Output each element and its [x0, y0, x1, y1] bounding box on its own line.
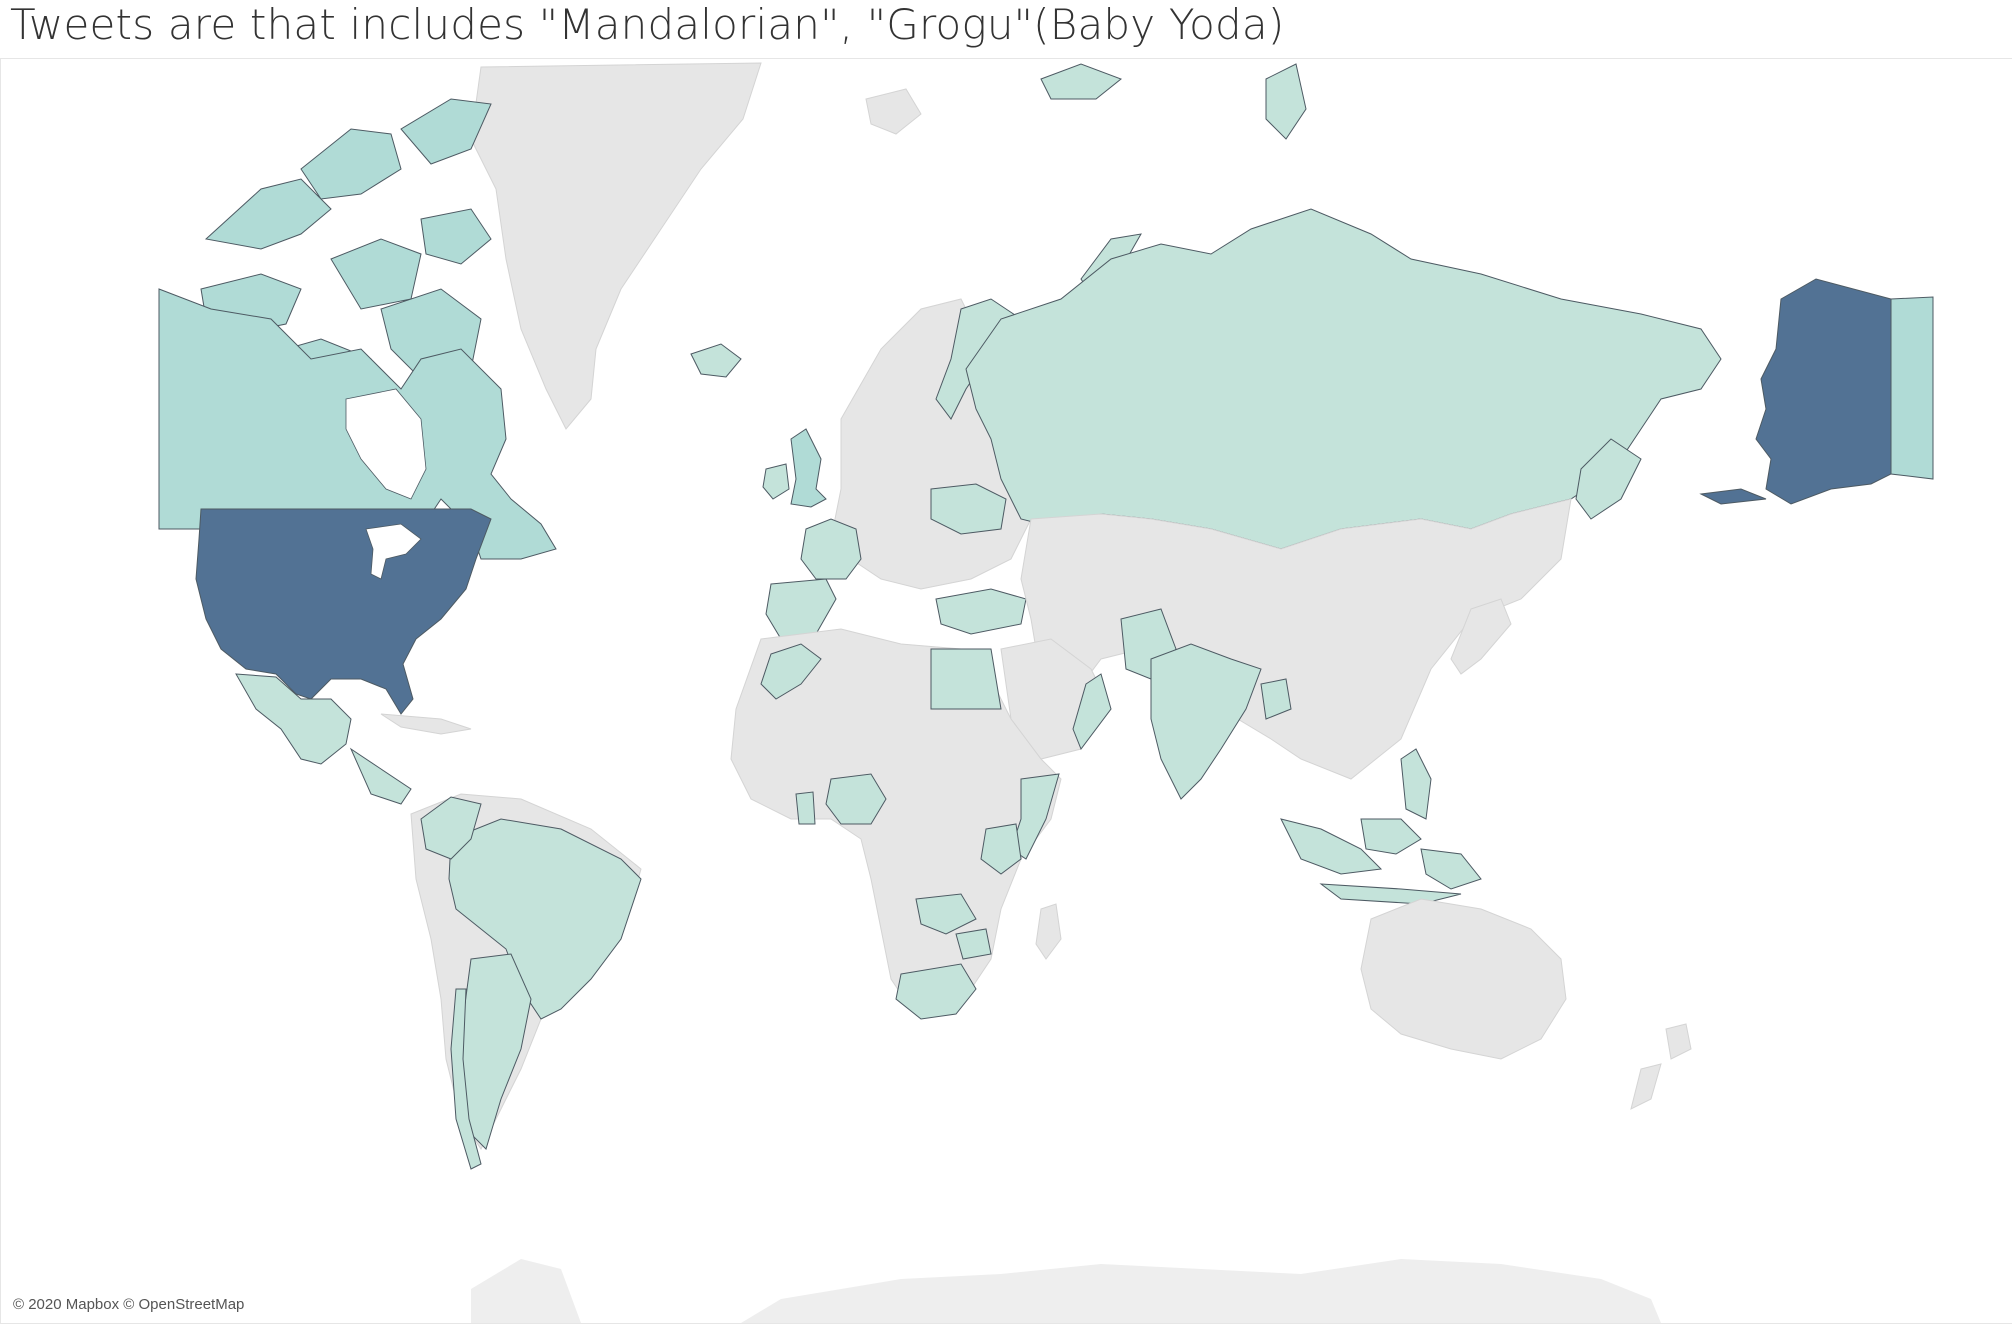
kenya-region[interactable] [980, 823, 1022, 875]
nigeria-region[interactable] [825, 773, 887, 825]
canada-east-edge[interactable] [1890, 296, 1934, 480]
japan-nodata[interactable] [1450, 598, 1512, 675]
world-map[interactable] [1, 59, 2012, 1323]
map-attribution[interactable]: © 2020 Mapbox © OpenStreetMap [13, 1296, 245, 1313]
iceland-region[interactable] [690, 343, 742, 378]
antarctica-region[interactable] [471, 1259, 1661, 1323]
brazil-region[interactable] [448, 818, 642, 1020]
new-zealand-nodata[interactable] [1630, 1023, 1692, 1110]
alaska-region[interactable] [1755, 278, 1892, 505]
mexico-region[interactable] [235, 673, 412, 805]
zambia-region[interactable] [915, 893, 977, 935]
svalbard-region[interactable] [865, 88, 922, 135]
indonesia-region[interactable] [1280, 818, 1482, 905]
somalia-region[interactable] [1010, 773, 1060, 860]
usa-region[interactable] [195, 508, 492, 715]
egypt-region[interactable] [930, 648, 1002, 710]
turkey-region[interactable] [935, 588, 1027, 635]
greenland-region[interactable] [470, 62, 762, 430]
kamchatka-region[interactable] [1575, 438, 1642, 520]
ireland-region[interactable] [762, 463, 790, 500]
morocco-region[interactable] [760, 643, 822, 700]
spain-region[interactable] [765, 578, 837, 640]
page-title: Tweets are that includes "Mandalorian", … [10, 0, 1285, 49]
uk-region[interactable] [790, 428, 827, 508]
philippines-region[interactable] [1400, 748, 1432, 820]
ukraine-region[interactable] [930, 483, 1007, 535]
india-region[interactable] [1150, 643, 1262, 800]
south-africa-region[interactable] [895, 963, 977, 1020]
chile-region[interactable] [450, 988, 482, 1170]
colombia-region[interactable] [420, 796, 482, 860]
aleutian-islands[interactable] [1699, 488, 1767, 505]
caribbean-islands[interactable] [380, 713, 472, 735]
france-region[interactable] [800, 518, 862, 580]
zimbabwe-region[interactable] [955, 928, 992, 960]
bangladesh-region[interactable] [1260, 678, 1292, 720]
madagascar-nodata[interactable] [1035, 903, 1062, 960]
hudson-bay [345, 388, 427, 500]
ghana-region[interactable] [795, 791, 816, 825]
map-view[interactable]: © 2020 Mapbox © OpenStreetMap [0, 58, 2012, 1324]
australia-nodata[interactable] [1360, 898, 1567, 1060]
oman-region[interactable] [1072, 673, 1112, 751]
great-lakes [365, 523, 422, 580]
